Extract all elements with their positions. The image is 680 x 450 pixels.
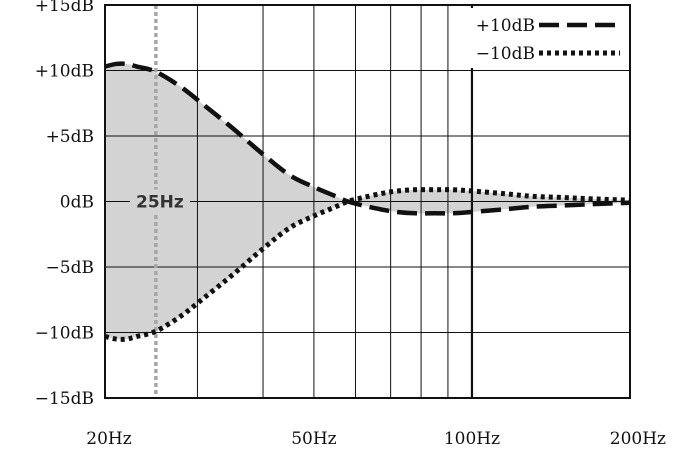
legend-label: −10dB [476,44,535,64]
plot-frame [104,4,631,399]
y-tick-label: +15dB [35,0,94,16]
y-tick-label: 0dB [60,193,94,213]
marker-label: 25Hz [136,193,184,213]
marker-25hz: 25Hz [129,5,190,398]
series-line-0 [104,61,631,216]
legend-label: +10dB [476,16,535,36]
y-tick-label: +10dB [35,62,94,82]
grid [105,5,630,398]
x-axis-tick-labels: 20Hz 50Hz 100Hz 200Hz [86,429,666,449]
series-line-1 [104,187,631,342]
x-tick-label: 100Hz [444,429,500,449]
legend: +10dB −10dB [450,8,628,68]
series-lines [104,61,631,342]
plot-border [104,4,631,399]
y-axis-tick-labels: +15dB +10dB +5dB 0dB −5dB −10dB −15dB [35,0,94,409]
y-tick-label: −15dB [35,389,94,409]
x-tick-label: 50Hz [291,429,336,449]
legend-background [450,8,628,68]
y-tick-label: −5dB [46,258,94,278]
y-tick-label: −10dB [35,324,94,344]
y-tick-label: +5dB [46,127,94,147]
x-tick-label: 200Hz [610,429,666,449]
marker-label-background [129,189,190,214]
x-tick-label: 20Hz [86,429,131,449]
